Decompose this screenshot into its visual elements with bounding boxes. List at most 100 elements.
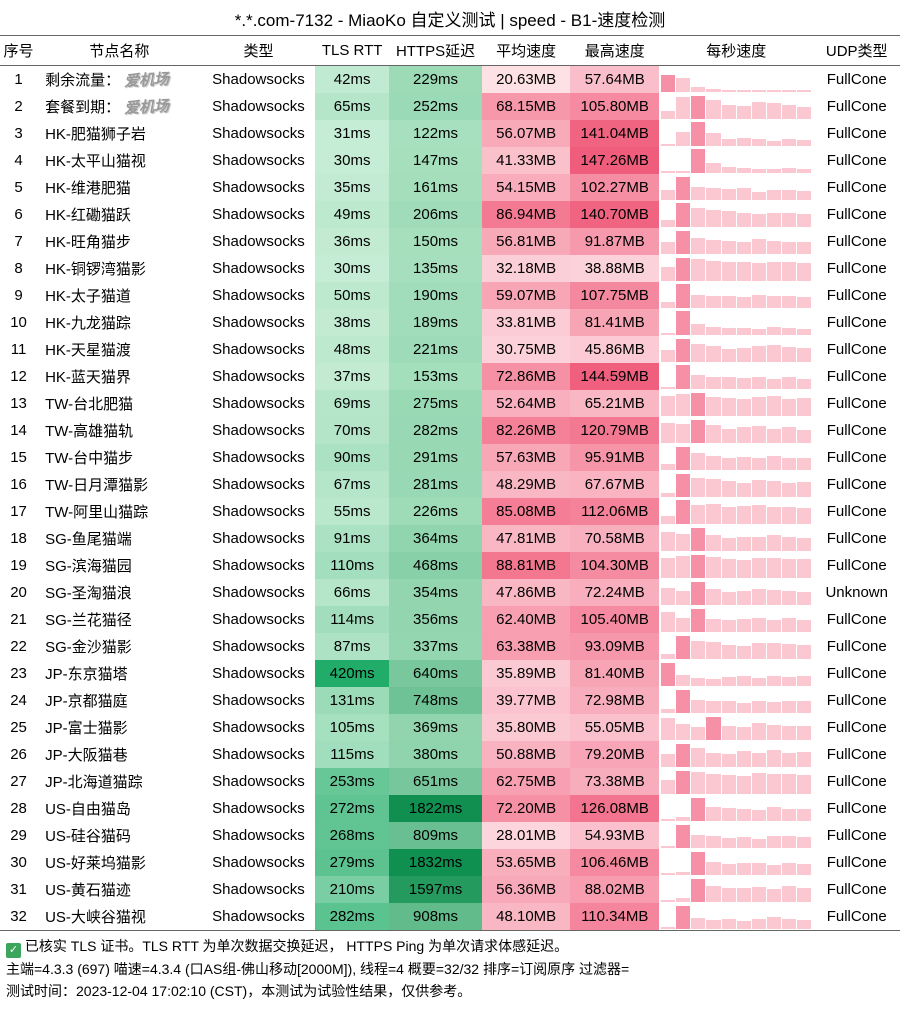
cell-name: SG-滨海猫园 xyxy=(37,552,202,579)
table-row: 23JP-东京猫塔Shadowsocks420ms640ms35.89MB81.… xyxy=(0,660,900,687)
cell-idx: 15 xyxy=(0,444,37,471)
cell-https: 281ms xyxy=(389,471,482,498)
table-row: 13TW-台北肥猫Shadowsocks69ms275ms52.64MB65.2… xyxy=(0,390,900,417)
cell-idx: 4 xyxy=(0,147,37,174)
cell-https: 337ms xyxy=(389,633,482,660)
cell-type: Shadowsocks xyxy=(202,336,315,363)
cell-bars xyxy=(659,768,813,795)
cell-avg: 56.81MB xyxy=(482,228,571,255)
cell-avg: 68.15MB xyxy=(482,93,571,120)
cell-name: JP-东京猫塔 xyxy=(37,660,202,687)
cell-https: 153ms xyxy=(389,363,482,390)
cell-max: 38.88MB xyxy=(570,255,659,282)
cell-udp: FullCone xyxy=(813,120,900,147)
cell-type: Shadowsocks xyxy=(202,876,315,903)
cell-type: Shadowsocks xyxy=(202,363,315,390)
results-table: 序号 节点名称 类型 TLS RTT HTTPS延迟 平均速度 最高速度 每秒速… xyxy=(0,36,900,930)
cell-bars xyxy=(659,336,813,363)
cell-udp: FullCone xyxy=(813,66,900,93)
cell-udp: FullCone xyxy=(813,606,900,633)
cell-avg: 39.77MB xyxy=(482,687,571,714)
cell-https: 364ms xyxy=(389,525,482,552)
cell-max: 95.91MB xyxy=(570,444,659,471)
cell-https: 468ms xyxy=(389,552,482,579)
cell-bars xyxy=(659,795,813,822)
cell-https: 282ms xyxy=(389,417,482,444)
cell-idx: 8 xyxy=(0,255,37,282)
cell-name: HK-旺角猫步 xyxy=(37,228,202,255)
cell-avg: 52.64MB xyxy=(482,390,571,417)
cell-name: US-好莱坞猫影 xyxy=(37,849,202,876)
cell-avg: 47.81MB xyxy=(482,525,571,552)
cell-bars xyxy=(659,579,813,606)
cell-https: 122ms xyxy=(389,120,482,147)
cell-idx: 25 xyxy=(0,714,37,741)
cell-idx: 20 xyxy=(0,579,37,606)
cell-udp: FullCone xyxy=(813,714,900,741)
cell-tls: 91ms xyxy=(315,525,389,552)
cell-https: 229ms xyxy=(389,66,482,93)
cell-udp: FullCone xyxy=(813,741,900,768)
cell-type: Shadowsocks xyxy=(202,201,315,228)
cell-udp: FullCone xyxy=(813,633,900,660)
cell-tls: 114ms xyxy=(315,606,389,633)
check-icon: ✓ xyxy=(6,943,21,958)
cell-udp: FullCone xyxy=(813,498,900,525)
cell-bars xyxy=(659,471,813,498)
cell-idx: 2 xyxy=(0,93,37,120)
cell-tls: 210ms xyxy=(315,876,389,903)
cell-tls: 66ms xyxy=(315,579,389,606)
cell-type: Shadowsocks xyxy=(202,444,315,471)
cell-name: HK-太子猫道 xyxy=(37,282,202,309)
cell-udp: FullCone xyxy=(813,255,900,282)
cell-https: 291ms xyxy=(389,444,482,471)
cell-max: 72.98MB xyxy=(570,687,659,714)
cell-https: 380ms xyxy=(389,741,482,768)
cell-https: 1822ms xyxy=(389,795,482,822)
cell-type: Shadowsocks xyxy=(202,606,315,633)
cell-avg: 88.81MB xyxy=(482,552,571,579)
cell-udp: FullCone xyxy=(813,822,900,849)
cell-bars xyxy=(659,714,813,741)
cell-type: Shadowsocks xyxy=(202,552,315,579)
cell-name: HK-肥猫狮子岩 xyxy=(37,120,202,147)
cell-https: 150ms xyxy=(389,228,482,255)
cell-udp: FullCone xyxy=(813,795,900,822)
cell-max: 105.40MB xyxy=(570,606,659,633)
cell-name: TW-台中猫步 xyxy=(37,444,202,471)
cell-idx: 18 xyxy=(0,525,37,552)
cell-https: 206ms xyxy=(389,201,482,228)
table-row: 18SG-鱼尾猫端Shadowsocks91ms364ms47.81MB70.5… xyxy=(0,525,900,552)
table-row: 2套餐到期：爱机场Shadowsocks65ms252ms68.15MB105.… xyxy=(0,93,900,120)
cell-idx: 7 xyxy=(0,228,37,255)
cell-max: 147.26MB xyxy=(570,147,659,174)
table-row: 5HK-维港肥猫Shadowsocks35ms161ms54.15MB102.2… xyxy=(0,174,900,201)
table-row: 10HK-九龙猫踪Shadowsocks38ms189ms33.81MB81.4… xyxy=(0,309,900,336)
cell-bars xyxy=(659,174,813,201)
cell-avg: 28.01MB xyxy=(482,822,571,849)
cell-name: SG-金沙猫影 xyxy=(37,633,202,660)
table-row: 7HK-旺角猫步Shadowsocks36ms150ms56.81MB91.87… xyxy=(0,228,900,255)
cell-name: TW-阿里山猫踪 xyxy=(37,498,202,525)
cell-idx: 29 xyxy=(0,822,37,849)
cell-max: 104.30MB xyxy=(570,552,659,579)
cell-name: HK-维港肥猫 xyxy=(37,174,202,201)
cell-max: 67.67MB xyxy=(570,471,659,498)
cell-avg: 82.26MB xyxy=(482,417,571,444)
table-row: 28US-自由猫岛Shadowsocks272ms1822ms72.20MB12… xyxy=(0,795,900,822)
cell-max: 105.80MB xyxy=(570,93,659,120)
cell-https: 1832ms xyxy=(389,849,482,876)
cell-type: Shadowsocks xyxy=(202,525,315,552)
cell-name: US-黄石猫迹 xyxy=(37,876,202,903)
cell-avg: 32.18MB xyxy=(482,255,571,282)
cell-max: 88.02MB xyxy=(570,876,659,903)
cell-max: 79.20MB xyxy=(570,741,659,768)
cell-type: Shadowsocks xyxy=(202,498,315,525)
cell-type: Shadowsocks xyxy=(202,93,315,120)
table-row: 29US-硅谷猫码Shadowsocks268ms809ms28.01MB54.… xyxy=(0,822,900,849)
cell-https: 135ms xyxy=(389,255,482,282)
table-row: 4HK-太平山猫视Shadowsocks30ms147ms41.33MB147.… xyxy=(0,147,900,174)
cell-name: HK-天星猫渡 xyxy=(37,336,202,363)
cell-name: JP-大阪猫巷 xyxy=(37,741,202,768)
cell-max: 54.93MB xyxy=(570,822,659,849)
